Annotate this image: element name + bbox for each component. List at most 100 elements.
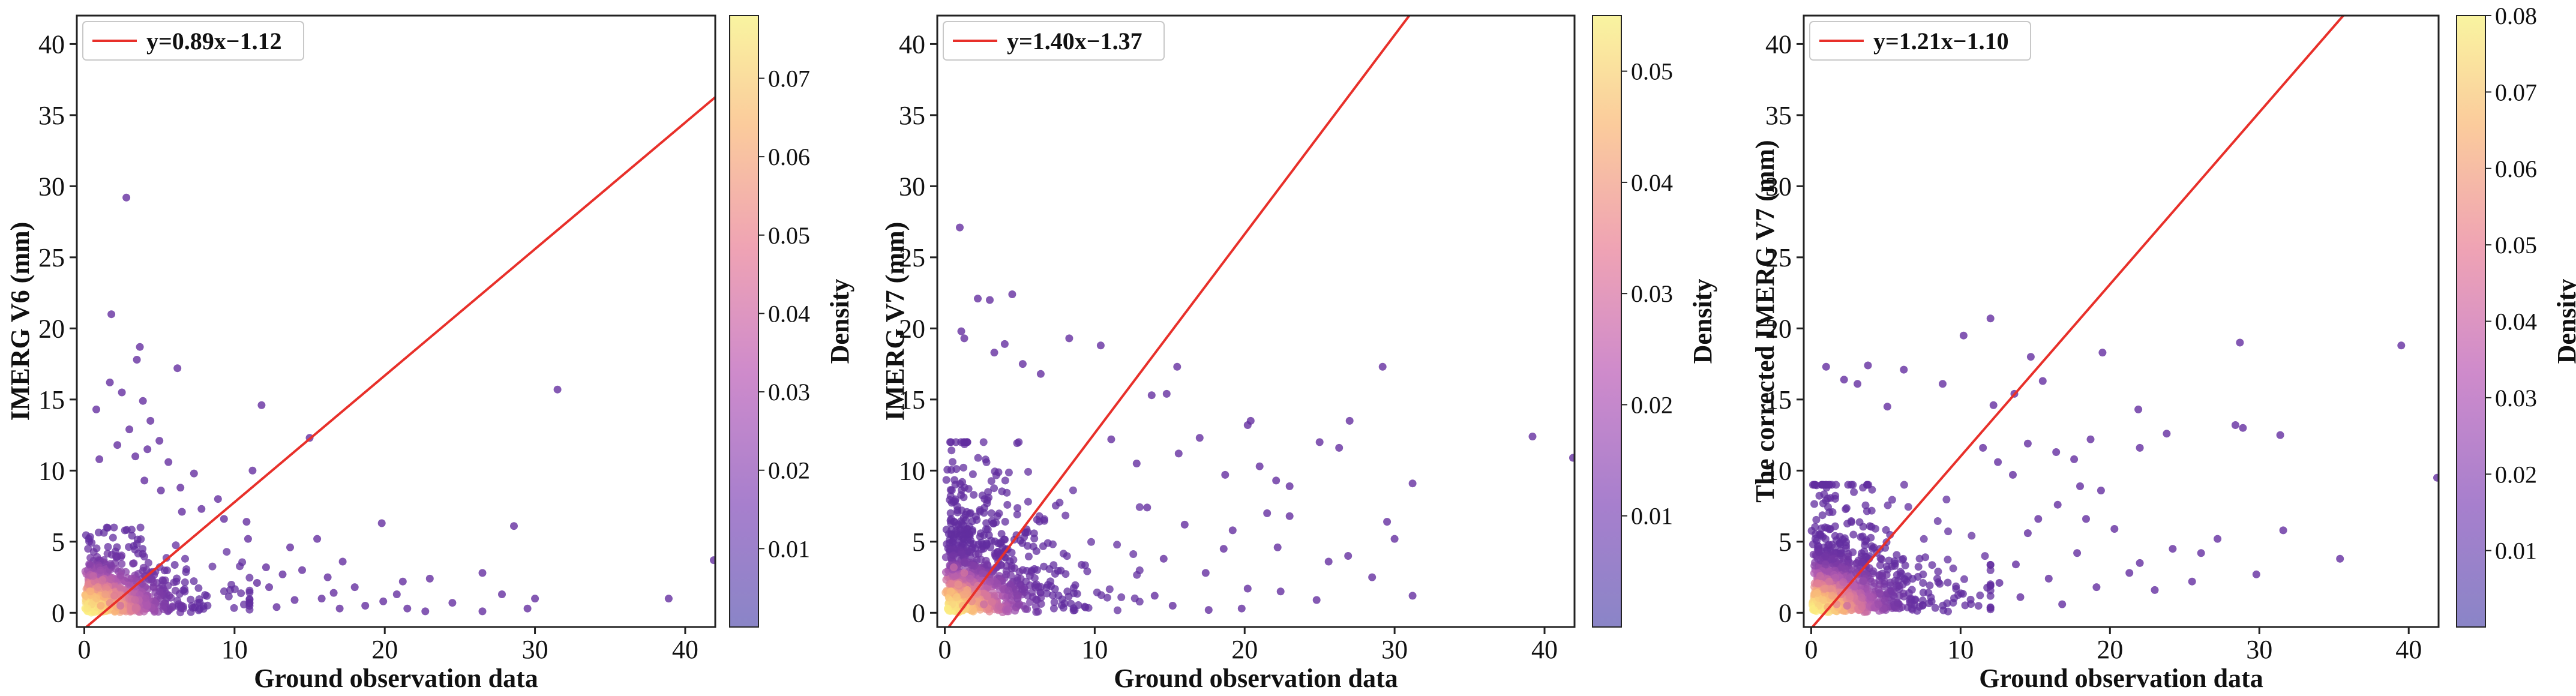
- legend-box: [943, 21, 1165, 61]
- scatter-point: [1087, 538, 1095, 546]
- scatter-point: [1272, 476, 1280, 485]
- scatter-point: [944, 604, 952, 613]
- scatter-point: [959, 463, 968, 472]
- scatter-point: [2239, 424, 2247, 432]
- scatter-point: [946, 509, 955, 517]
- scatter-point: [960, 334, 968, 343]
- scatter-point: [1105, 585, 1114, 593]
- scatter-point: [1036, 370, 1045, 378]
- scatter-point: [983, 560, 991, 568]
- scatter-point: [89, 572, 97, 580]
- scatter-point: [947, 587, 955, 596]
- y-tick-label: 0: [52, 598, 65, 628]
- scatter-point: [242, 518, 251, 526]
- scatter-point: [85, 560, 94, 568]
- scatter-point: [1858, 593, 1866, 602]
- scatter-point: [144, 559, 152, 567]
- scatter-point: [2110, 525, 2119, 533]
- scatter-point: [2053, 500, 2062, 509]
- scatter-point: [139, 397, 147, 405]
- scatter-point: [1843, 520, 1852, 528]
- scatter-point: [1882, 526, 1890, 534]
- scatter-point: [2016, 593, 2025, 601]
- scatter-point: [1824, 503, 1832, 511]
- scatter-point: [157, 487, 165, 494]
- scatter-point: [1135, 503, 1144, 511]
- scatter-point: [1831, 574, 1840, 582]
- scatter-point: [1942, 496, 1951, 503]
- scatter-point: [1921, 553, 1930, 562]
- scatter-point: [92, 405, 100, 413]
- scatter-point: [941, 568, 950, 577]
- scatter-point: [523, 604, 532, 613]
- scatter-point: [983, 592, 991, 600]
- scatter-point: [2151, 586, 2159, 594]
- scatter-point: [1874, 585, 1882, 593]
- scatter-point: [983, 540, 991, 548]
- scatter-point: [978, 570, 986, 578]
- scatter-point: [2038, 377, 2047, 385]
- scatter-panel-3: 0 10 20 30 40 0 5 10 15 20 25 30 35 40 Ground observat…: [1750, 2, 2576, 693]
- colorbar: 0.01 0.02 0.03 0.04 0.05 0.06 0.07 Density: [729, 15, 854, 628]
- y-tick-label: 20: [1765, 314, 1792, 343]
- scatter-point: [194, 584, 203, 592]
- scatter-point: [1860, 547, 1869, 556]
- scatter-point: [950, 545, 958, 554]
- scatter-point: [950, 563, 958, 571]
- scatter-point: [110, 592, 119, 600]
- scatter-point: [224, 592, 233, 601]
- scatter-point: [1173, 362, 1181, 371]
- scatter-point: [1844, 481, 1852, 489]
- y-tick-label: 0: [912, 598, 925, 628]
- axes-frame: [76, 14, 716, 628]
- scatter-point: [244, 535, 252, 543]
- scatter-point: [1135, 598, 1144, 606]
- scatter-point: [131, 452, 140, 461]
- scatter-point: [1986, 566, 1995, 574]
- fit-line: [947, 16, 1411, 627]
- scatter-point: [165, 592, 173, 600]
- scatter-point: [313, 535, 322, 543]
- scatter-point: [116, 602, 125, 610]
- scatter-point: [1255, 462, 1264, 470]
- scatter-point: [1895, 584, 1903, 593]
- scatter-point: [102, 584, 110, 592]
- y-tick-label: 25: [38, 243, 65, 272]
- scatter-point: [990, 592, 998, 600]
- scatter-point: [946, 486, 955, 494]
- scatter-point: [958, 486, 966, 494]
- scatter-point: [361, 602, 370, 610]
- scatter-point: [1093, 588, 1101, 596]
- scatter-point: [203, 592, 211, 600]
- scatter-point: [106, 378, 114, 386]
- scatter-point: [1811, 535, 1819, 543]
- scatter-point: [2433, 473, 2439, 482]
- scatter-point: [1045, 565, 1054, 573]
- y-tick-label: 15: [38, 385, 65, 415]
- y-tick-label: 25: [1765, 243, 1792, 272]
- scatter-point: [1821, 560, 1830, 569]
- scatter-point: [1869, 567, 1878, 575]
- scatter-point: [1054, 592, 1063, 599]
- scatter-point: [1015, 438, 1023, 446]
- scatter-point: [974, 295, 982, 303]
- scatter-point: [1174, 449, 1183, 458]
- scatter-point: [949, 458, 956, 466]
- axes-frame: [936, 14, 1576, 628]
- scatter-point: [1864, 361, 1872, 370]
- legend-box: [1809, 21, 2031, 61]
- scatter-point: [1837, 547, 1845, 555]
- scatter-point: [2034, 515, 2043, 523]
- scatter-point: [1934, 578, 1942, 586]
- scatter-point: [208, 562, 217, 571]
- scatter-point: [974, 550, 983, 558]
- scatter-point: [942, 476, 950, 484]
- scatter-point: [1150, 592, 1159, 600]
- fit-line: [1810, 16, 2345, 627]
- scatter-point: [113, 441, 122, 449]
- scatter-point: [1276, 587, 1285, 596]
- y-tick-label: 15: [899, 385, 925, 415]
- scatter-point: [95, 455, 104, 463]
- scatter-point: [1069, 606, 1078, 614]
